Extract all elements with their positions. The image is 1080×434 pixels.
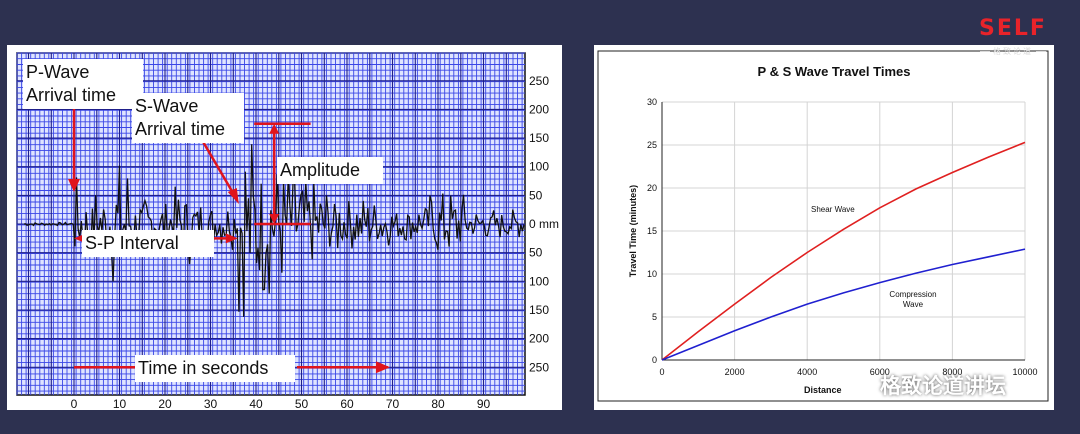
y-tick-label: 50 (529, 246, 543, 260)
x-tick-label: 40 (249, 397, 263, 410)
y-tick-label: 25 (647, 140, 657, 150)
x-axis-label: Distance (804, 385, 842, 395)
s-wave-arrow (200, 139, 236, 197)
shear-wave-line (661, 141, 1026, 361)
sp-interval-label-box (82, 230, 214, 257)
seismogram-chart: 0 10 20 30 40 50 60 70 80 90 250 200 150 100 50 0 mm 50 1… (16, 52, 559, 411)
compression-wave-label: Compression (889, 290, 936, 299)
x-tick-label: 70 (386, 397, 400, 410)
x-tick-label: 10000 (1012, 367, 1037, 377)
s-wave-label: Arrival time (135, 119, 225, 139)
y-axis-label: Travel Time (minutes) (628, 185, 638, 277)
y-tick-label: 150 (529, 131, 549, 145)
s-wave-label-box (132, 93, 244, 143)
wechat-icon (848, 372, 874, 398)
sp-interval-arrowhead-right (225, 233, 238, 244)
p-wave-label: P-Wave (26, 62, 89, 82)
time-arrowhead (375, 361, 390, 374)
s-wave-label: S-Wave (135, 96, 198, 116)
y-tick-label: 200 (529, 102, 549, 116)
s-wave-arrowhead (227, 188, 239, 204)
seismogram-panel: 0 10 20 30 40 50 60 70 80 90 250 200 150 100 50 0 mm 50 1… (7, 45, 562, 411)
y-tick-label: 100 (529, 274, 549, 288)
x-tick-label: 4000 (797, 367, 817, 377)
x-tick-label: 8000 (942, 367, 962, 377)
x-tick-label: 20 (158, 397, 172, 410)
y-tick-label: 30 (647, 97, 657, 107)
x-tick-label: 30 (204, 397, 218, 410)
x-tick-label: 80 (431, 397, 445, 410)
x-tick-label: 50 (295, 397, 309, 410)
y-tick-label: 200 (529, 332, 549, 346)
travel-time-chart: P & S Wave Travel Times 0 5 10 15 20 25 30 0 2000… (597, 50, 1049, 402)
y-tick-label: 0 mm (529, 217, 559, 231)
logo-brand: SELF (979, 16, 1047, 41)
y-tick-label: 15 (647, 226, 657, 236)
x-tick-label: 2000 (725, 367, 745, 377)
x-tick-label: 0 (659, 367, 664, 377)
watermark: 格致论道讲坛 (848, 368, 1060, 402)
compression-wave-label: Wave (903, 300, 924, 309)
y-tick-label: 10 (647, 269, 657, 279)
x-tick-label: 0 (71, 397, 78, 410)
y-tick-label: 0 (652, 355, 657, 365)
y-tick-label: 5 (652, 312, 657, 322)
p-wave-arrowhead (68, 179, 80, 192)
sp-interval-label: S-P Interval (85, 233, 179, 253)
chart-title: P & S Wave Travel Times (758, 64, 911, 79)
time-label: Time in seconds (138, 358, 268, 378)
x-tick-label: 6000 (870, 367, 890, 377)
time-label-box (135, 355, 295, 382)
logo-tagline: 格致论道 (970, 46, 1056, 57)
watermark-text: 格致论道讲坛 (880, 374, 1006, 398)
y-tick-label: 20 (647, 183, 657, 193)
p-wave-label: Arrival time (26, 85, 116, 105)
y-tick-label: 100 (529, 160, 549, 174)
amplitude-label: Amplitude (280, 160, 360, 180)
x-tick-label: 10 (113, 397, 127, 410)
amplitude-arrowhead-down (269, 214, 280, 224)
compression-wave-line (661, 248, 1026, 361)
y-tick-label: 50 (529, 188, 543, 202)
travel-time-panel: P & S Wave Travel Times 0 5 10 15 20 25 30 0 2000… (594, 45, 1054, 410)
x-tick-label: 60 (340, 397, 354, 410)
self-logo: SELF 格致论道 (970, 16, 1056, 60)
chart-frame (597, 50, 1049, 402)
x-tick-label: 90 (477, 397, 491, 410)
y-tick-label: 250 (529, 74, 549, 88)
p-wave-label-box (23, 59, 143, 109)
y-tick-label: 250 (529, 360, 549, 374)
amplitude-arrowhead-up (269, 123, 280, 134)
y-tick-label: 150 (529, 303, 549, 317)
shear-wave-label: Shear Wave (811, 205, 855, 214)
amplitude-label-box (277, 157, 383, 184)
